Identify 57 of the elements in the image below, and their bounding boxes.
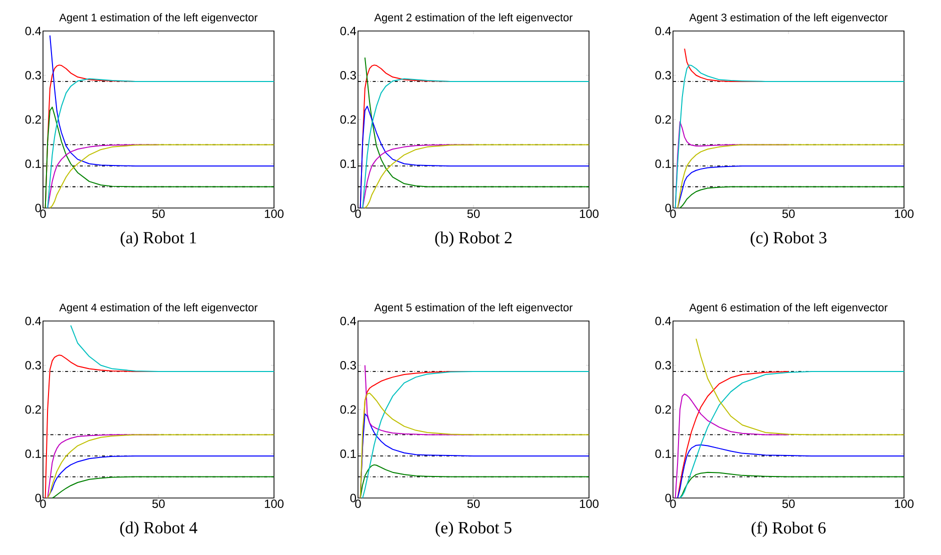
x-tick-label: 100 [894, 210, 914, 218]
y-tick-label: 0.2 [25, 405, 41, 414]
y-tick-label: 0.4 [655, 26, 672, 36]
y-tick-label: 0.4 [25, 316, 42, 326]
y-tick-label: 0 [35, 204, 42, 212]
x-tick-label: 100 [894, 500, 914, 508]
y-tick-label: 0.3 [340, 361, 356, 370]
chart-title: Agent 3 estimation of the left eigenvector [689, 13, 888, 24]
y-tick-label: 0.3 [25, 71, 41, 80]
line-series [362, 144, 474, 208]
x-tick-label: 50 [782, 210, 795, 218]
y-tick-label: 0.2 [340, 405, 356, 414]
y-tick-label: 0.4 [340, 316, 356, 326]
text: (f) Robot 6 [752, 522, 826, 538]
chart-title: Agent 4 estimation of the left eigenvector [59, 303, 258, 314]
x-tick-label: 100 [580, 210, 599, 218]
x-tick-label: 50 [152, 500, 165, 508]
y-tick-label: 0.2 [340, 115, 356, 124]
y-tick-label: 0.2 [655, 115, 671, 124]
y-tick-label: 0.4 [340, 26, 356, 36]
y-tick-label: 0.1 [340, 450, 356, 458]
y-tick-label: 0.1 [655, 450, 671, 458]
y-tick-label: 0.3 [25, 361, 41, 370]
text: (c) Robot 3 [750, 232, 826, 247]
y-tick-label: 0 [665, 204, 672, 212]
x-tick-label: 100 [580, 500, 599, 508]
line-series [674, 394, 790, 498]
chart-title: Agent 6 estimation of the left eigenvector [689, 303, 888, 314]
y-tick-label: 0 [35, 494, 42, 502]
y-tick-label: 0.4 [25, 26, 42, 36]
y-tick-label: 0 [350, 494, 356, 502]
y-tick-label: 0.1 [340, 160, 356, 168]
x-tick-label: 100 [264, 210, 284, 218]
y-tick-label: 0.2 [25, 115, 41, 124]
x-tick-label: 50 [467, 500, 480, 508]
y-tick-label: 0.1 [655, 160, 671, 168]
chart-title: Agent 5 estimation of the left eigenvector [374, 303, 573, 314]
chart-title: Agent 1 estimation of the left eigenvector [59, 13, 258, 24]
chart-title: Agent 2 estimation of the left eigenvector [374, 13, 573, 24]
y-tick-label: 0.3 [340, 71, 356, 80]
x-tick-label: 100 [264, 500, 284, 508]
y-tick-label: 0.3 [655, 71, 671, 80]
line-series [47, 144, 159, 208]
y-tick-label: 0 [665, 494, 672, 502]
y-tick-label: 0.3 [655, 361, 671, 370]
y-tick-label: 0.1 [25, 160, 41, 168]
y-tick-label: 0 [350, 204, 356, 212]
text: (b) Robot 2 [435, 232, 512, 247]
x-tick-label: 50 [782, 500, 795, 508]
y-tick-label: 0.1 [25, 450, 41, 458]
text: (a) Robot 1 [120, 232, 196, 247]
text: (d) Robot 4 [120, 522, 198, 537]
x-tick-label: 50 [152, 210, 165, 218]
text: (e) Robot 5 [436, 522, 512, 537]
y-tick-label: 0.2 [655, 405, 671, 414]
y-tick-label: 0.4 [655, 316, 672, 326]
x-tick-label: 50 [467, 210, 480, 218]
